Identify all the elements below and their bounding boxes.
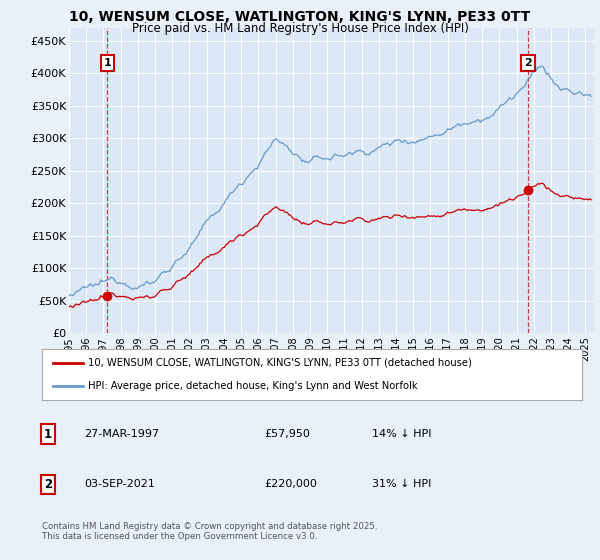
Text: 1: 1 <box>104 58 111 68</box>
Text: 03-SEP-2021: 03-SEP-2021 <box>84 479 155 489</box>
Text: 10, WENSUM CLOSE, WATLINGTON, KING'S LYNN, PE33 0TT: 10, WENSUM CLOSE, WATLINGTON, KING'S LYN… <box>70 10 530 24</box>
Text: Price paid vs. HM Land Registry's House Price Index (HPI): Price paid vs. HM Land Registry's House … <box>131 22 469 35</box>
Text: 10, WENSUM CLOSE, WATLINGTON, KING'S LYNN, PE33 0TT (detached house): 10, WENSUM CLOSE, WATLINGTON, KING'S LYN… <box>88 358 472 368</box>
Text: 31% ↓ HPI: 31% ↓ HPI <box>372 479 431 489</box>
Text: 2: 2 <box>44 478 52 491</box>
Text: 1: 1 <box>44 427 52 441</box>
Text: 27-MAR-1997: 27-MAR-1997 <box>84 429 159 439</box>
Text: 14% ↓ HPI: 14% ↓ HPI <box>372 429 431 439</box>
Text: HPI: Average price, detached house, King's Lynn and West Norfolk: HPI: Average price, detached house, King… <box>88 381 418 391</box>
Text: 2: 2 <box>524 58 532 68</box>
Text: Contains HM Land Registry data © Crown copyright and database right 2025.
This d: Contains HM Land Registry data © Crown c… <box>42 522 377 542</box>
Text: £220,000: £220,000 <box>264 479 317 489</box>
Text: £57,950: £57,950 <box>264 429 310 439</box>
